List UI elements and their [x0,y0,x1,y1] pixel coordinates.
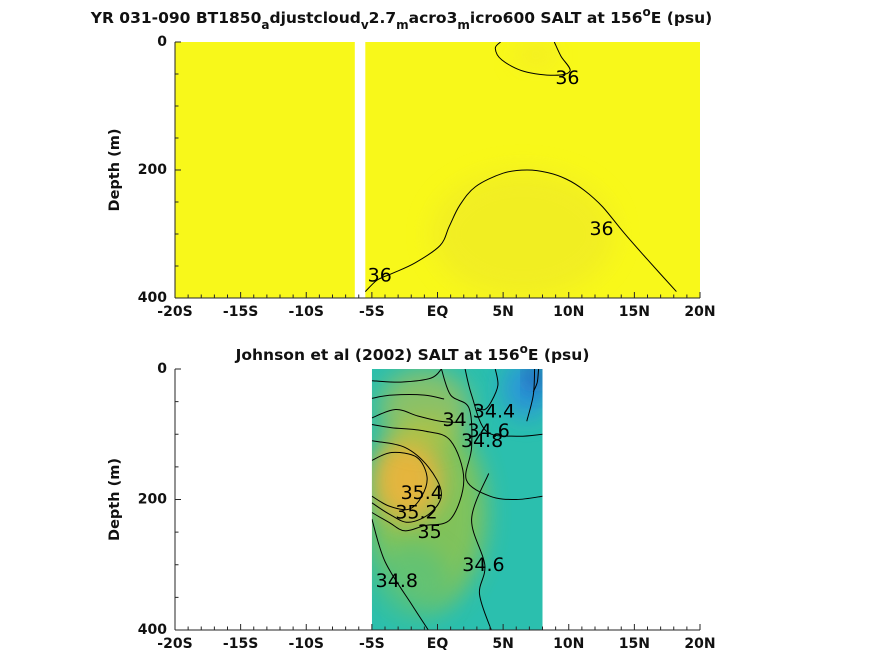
data-gap [354,42,366,298]
contour-line [371,451,428,511]
field-background [175,42,700,298]
contour-label: 34.8 [461,430,503,452]
contour-line [532,369,540,393]
x-tick-label: -10S [289,636,324,652]
x-tick-label: 5N [492,304,513,320]
field-shade [371,545,451,624]
y-axis-label: Depth (m) [107,129,123,212]
contour-label: 36 [555,67,579,89]
contour-label: 34 [442,409,466,431]
x-tick-label: EQ [427,636,449,652]
chart-title: YR 031-090 BT1850adjustcloudv2.7macro3mi… [90,5,713,32]
contour-line [371,369,442,383]
chart-title: Johnson et al (2002) SALT at 156oE (psu) [235,342,590,364]
y-tick-label: 400 [138,290,167,306]
x-tick-label: -5S [359,304,385,320]
contour-line [371,440,442,523]
x-tick-label: -10S [289,304,324,320]
contour-line [476,369,499,411]
salinity-field [175,42,700,298]
contour-line [526,369,536,422]
contour-line [464,369,543,437]
contour-label: 35.4 [401,482,443,504]
x-tick-label: 15N [619,636,650,652]
contour-label: 34.8 [376,570,418,592]
contour-line [371,408,462,423]
contour-line [471,473,492,630]
x-tick-label: -5S [359,636,385,652]
x-tick-label: 10N [553,636,584,652]
x-tick-label: EQ [427,304,449,320]
x-tick-label: 20N [684,636,715,652]
contour-label: 35 [418,521,442,543]
field-shade [528,369,543,392]
x-tick-label: -20S [157,636,192,652]
y-tick-label: 200 [138,492,167,508]
contour-label: 34.6 [462,554,504,576]
top-panel: 36 36 36 -20S -15S -10S -5S EQ 5N 10N 15N 20N 0 200 40… [90,5,716,320]
x-tick-label: 5N [492,636,513,652]
x-tick-label: -20S [157,304,192,320]
y-tick-label: 200 [138,162,167,178]
x-tick-label: 10N [553,304,584,320]
field-shade [430,170,615,298]
contour-label: 35.2 [395,502,437,524]
contour-line [371,394,445,400]
contour-line [494,42,571,76]
x-tick-label: 20N [684,304,715,320]
contour-line [371,518,429,630]
contour-label: 34.6 [468,420,510,442]
contour-line [440,369,543,501]
contour-label: 36 [589,218,613,240]
y-tick-label: 0 [157,361,167,377]
x-tick-label: 15N [619,304,650,320]
y-tick-label: 400 [138,622,167,638]
contour-line [371,424,465,532]
y-axis-label: Depth (m) [107,458,123,541]
field-shade [514,42,557,68]
x-tick-label: -15S [223,636,258,652]
contour-label: 34.4 [473,400,515,422]
x-tick-label: -15S [223,304,258,320]
y-tick-label: 0 [157,34,167,50]
field-shade [373,437,442,523]
contour-label: 36 [368,265,392,287]
contour-line [364,169,677,292]
